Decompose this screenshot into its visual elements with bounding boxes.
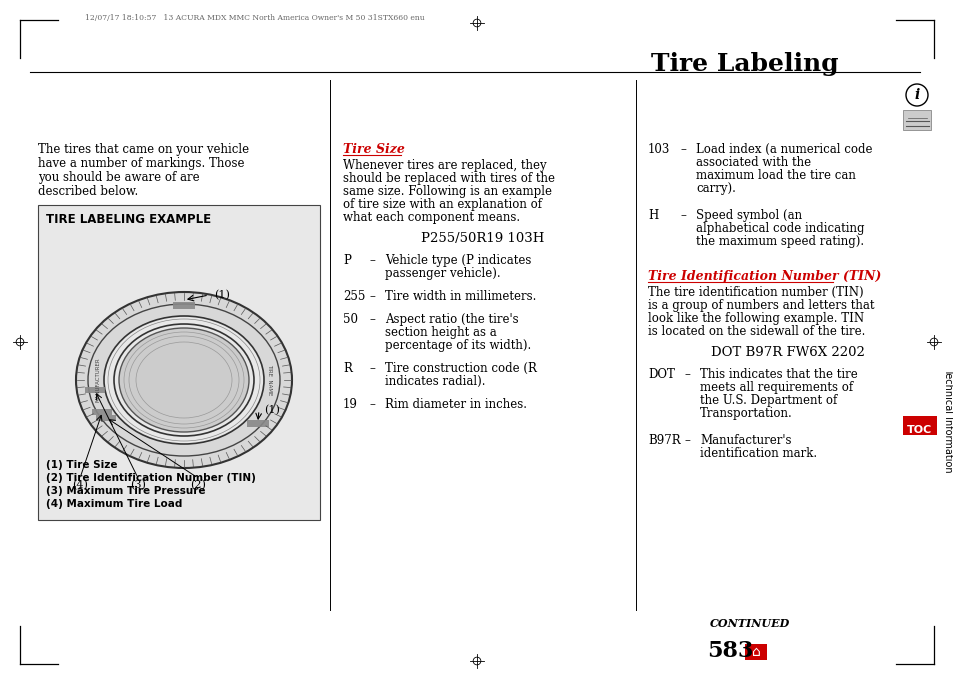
Text: Whenever tires are replaced, they: Whenever tires are replaced, they (343, 159, 546, 172)
Text: what each component means.: what each component means. (343, 211, 519, 224)
Text: look like the following example. TIN: look like the following example. TIN (647, 312, 863, 325)
Text: percentage of its width).: percentage of its width). (385, 339, 531, 352)
Text: (4): (4) (72, 480, 88, 490)
Text: is a group of numbers and letters that: is a group of numbers and letters that (647, 299, 874, 312)
Text: passenger vehicle).: passenger vehicle). (385, 267, 500, 280)
Text: P: P (343, 254, 351, 267)
FancyBboxPatch shape (85, 387, 105, 393)
Text: –: – (369, 254, 375, 267)
Text: (4) Maximum Tire Load: (4) Maximum Tire Load (46, 499, 182, 509)
Text: Manufacturer's: Manufacturer's (700, 434, 791, 447)
Text: of tire size with an explanation of: of tire size with an explanation of (343, 198, 541, 211)
Text: The tires that came on your vehicle: The tires that came on your vehicle (38, 143, 249, 156)
Text: associated with the: associated with the (696, 156, 810, 169)
Text: same size. Following is an example: same size. Following is an example (343, 185, 552, 198)
Text: 19: 19 (343, 398, 357, 411)
Text: Tire construction code (R: Tire construction code (R (385, 362, 537, 375)
Text: is located on the sidewall of the tire.: is located on the sidewall of the tire. (647, 325, 864, 338)
Text: TOC: TOC (906, 425, 932, 435)
Text: alphabetical code indicating: alphabetical code indicating (696, 222, 863, 235)
FancyBboxPatch shape (96, 415, 116, 421)
Text: (3) Maximum Tire Pressure: (3) Maximum Tire Pressure (46, 486, 205, 496)
Text: (1): (1) (213, 290, 230, 300)
Text: indicates radial).: indicates radial). (385, 375, 485, 388)
Text: –: – (369, 398, 375, 411)
Text: –: – (679, 209, 685, 222)
Text: i: i (913, 88, 919, 102)
Text: This indicates that the tire: This indicates that the tire (700, 368, 857, 381)
Text: 255: 255 (343, 290, 365, 303)
Text: Speed symbol (an: Speed symbol (an (696, 209, 801, 222)
Text: 103: 103 (647, 143, 670, 156)
Text: R: R (343, 362, 352, 375)
FancyBboxPatch shape (902, 110, 930, 130)
Text: Technical Information: Technical Information (942, 368, 952, 473)
Ellipse shape (119, 328, 249, 432)
Text: TIRE LABELING EXAMPLE: TIRE LABELING EXAMPLE (46, 213, 211, 226)
Text: CONTINUED: CONTINUED (709, 618, 789, 629)
Text: –: – (369, 290, 375, 303)
Text: Aspect ratio (the tire's: Aspect ratio (the tire's (385, 313, 518, 326)
Text: ⌂: ⌂ (751, 645, 760, 659)
Text: (1): (1) (264, 405, 279, 415)
Text: (2): (2) (190, 480, 206, 490)
Text: Transportation.: Transportation. (700, 407, 792, 420)
Text: have a number of markings. Those: have a number of markings. Those (38, 157, 244, 170)
Text: MANUFACTURER: MANUFACTURER (95, 358, 100, 402)
Text: section height as a: section height as a (385, 326, 497, 339)
Text: you should be aware of are: you should be aware of are (38, 171, 199, 184)
Text: –: – (683, 368, 689, 381)
Text: 12/07/17 18:10:57   13 ACURA MDX MMC North America Owner's M 50 31STX660 enu: 12/07/17 18:10:57 13 ACURA MDX MMC North… (85, 14, 424, 22)
Text: –: – (369, 313, 375, 326)
Ellipse shape (76, 292, 292, 468)
FancyBboxPatch shape (172, 302, 194, 308)
Text: H: H (647, 209, 658, 222)
Text: 583: 583 (706, 640, 753, 662)
Text: Vehicle type (P indicates: Vehicle type (P indicates (385, 254, 531, 267)
Text: Tire Size: Tire Size (343, 143, 404, 156)
Ellipse shape (104, 316, 264, 444)
Text: the maximum speed rating).: the maximum speed rating). (696, 235, 863, 248)
FancyBboxPatch shape (744, 644, 766, 660)
Text: DOT B97R FW6X 2202: DOT B97R FW6X 2202 (710, 346, 864, 359)
Text: –: – (683, 434, 689, 447)
FancyBboxPatch shape (92, 409, 112, 415)
FancyBboxPatch shape (247, 419, 269, 427)
Text: meets all requirements of: meets all requirements of (700, 381, 852, 394)
Text: –: – (679, 143, 685, 156)
Text: carry).: carry). (696, 182, 735, 195)
Text: should be replaced with tires of the: should be replaced with tires of the (343, 172, 555, 185)
Text: maximum load the tire can: maximum load the tire can (696, 169, 855, 182)
Text: (3): (3) (130, 480, 146, 490)
FancyBboxPatch shape (38, 205, 319, 520)
Text: (2) Tire Identification Number (TIN): (2) Tire Identification Number (TIN) (46, 473, 255, 483)
Text: The tire identification number (TIN): The tire identification number (TIN) (647, 286, 862, 299)
Text: B97R: B97R (647, 434, 679, 447)
Text: (1) Tire Size: (1) Tire Size (46, 460, 117, 470)
FancyBboxPatch shape (902, 416, 936, 435)
Text: described below.: described below. (38, 185, 138, 198)
Text: P255/50R19 103H: P255/50R19 103H (421, 232, 544, 245)
Text: DOT: DOT (647, 368, 674, 381)
Text: the U.S. Department of: the U.S. Department of (700, 394, 837, 407)
Text: Tire Labeling: Tire Labeling (651, 52, 838, 76)
Text: Rim diameter in inches.: Rim diameter in inches. (385, 398, 526, 411)
Text: Tire width in millimeters.: Tire width in millimeters. (385, 290, 536, 303)
Text: identification mark.: identification mark. (700, 447, 817, 460)
Text: Tire Identification Number (TIN): Tire Identification Number (TIN) (647, 270, 881, 283)
Text: TIRE  NAME: TIRE NAME (267, 365, 273, 395)
Text: 50: 50 (343, 313, 357, 326)
Text: Load index (a numerical code: Load index (a numerical code (696, 143, 872, 156)
Text: –: – (369, 362, 375, 375)
